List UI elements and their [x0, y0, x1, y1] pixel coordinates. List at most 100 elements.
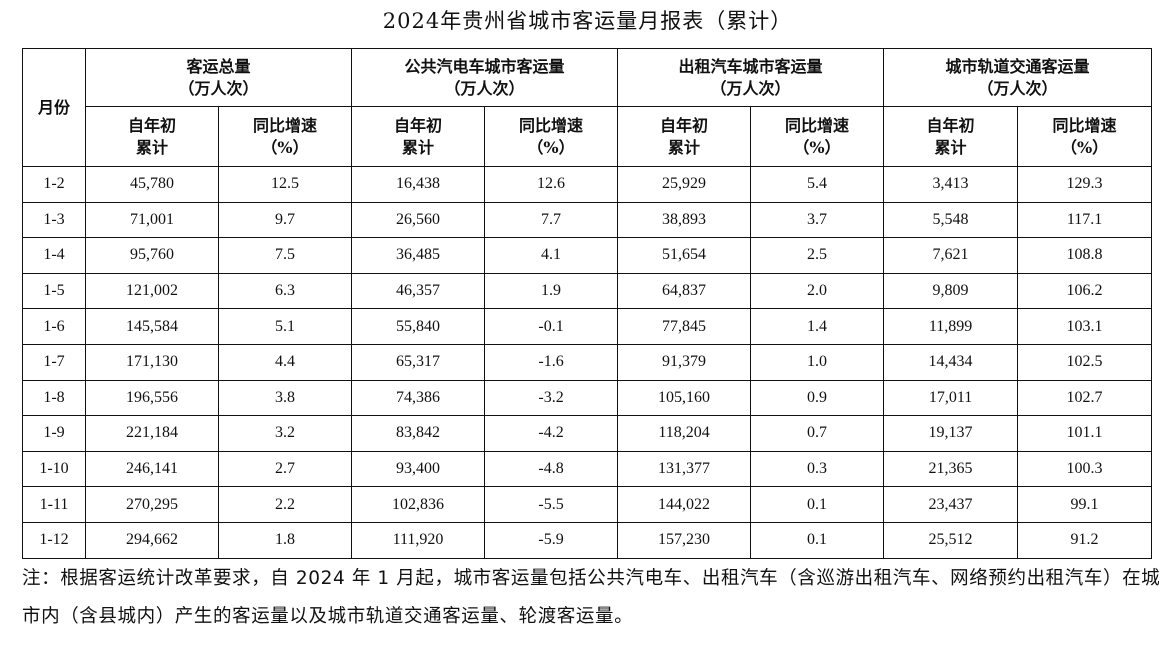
table-row: 1-7 171,130 4.4 65,317 -1.6 91,379 1.0 14,434 10…: [22, 343, 1153, 381]
report-title: 2024年贵州省城市客运量月报表（累计）: [382, 9, 793, 33]
sub-header-line: 累计: [934, 137, 967, 157]
cell-bus-cumulative: 26,560: [351, 201, 486, 239]
cell-rail-yoy: 108.8: [1017, 237, 1153, 274]
sub-header-cumulative: 自年初 累计: [85, 106, 219, 167]
sub-header-yoy: 同比增速 （%）: [1017, 106, 1153, 167]
sub-header-line: （%）: [527, 137, 575, 157]
cell-taxi-yoy: 0.7: [750, 415, 885, 452]
sub-header-line: 自年初: [394, 115, 443, 135]
cell-total-yoy: 7.5: [217, 237, 353, 274]
group-header-rail: 城市轨道交通客运量 （万人次）: [883, 48, 1153, 107]
cell-rail-yoy: 101.1: [1017, 415, 1153, 452]
table-row: 1-12 294,662 1.8 111,920 -5.9 157,230 0.1 25,51…: [22, 521, 1153, 559]
sub-header-yoy: 同比增速 （%）: [750, 106, 885, 167]
cell-month: 1-5: [22, 272, 86, 310]
cell-taxi-yoy: 0.9: [750, 379, 885, 417]
group-header-total: 客运总量 （万人次）: [84, 48, 353, 107]
sub-header-line: 累计: [135, 137, 168, 157]
cell-rail-cumulative: 14,434: [883, 343, 1019, 381]
cell-bus-yoy: -5.5: [484, 486, 619, 523]
sub-header-line: （%）: [1060, 137, 1109, 157]
cell-total-yoy: 1.8: [217, 521, 353, 559]
cell-total-cumulative: 221,184: [85, 415, 219, 452]
cell-bus-cumulative: 111,920: [351, 521, 486, 559]
table-row: 1-4 95,760 7.5 36,485 4.1 51,654 2.5 7,621 108.8: [22, 237, 1153, 274]
table-row: 1-9 221,184 3.2 83,842 -4.2 118,204 0.7 19,137 1…: [22, 415, 1153, 452]
cell-rail-yoy: 91.2: [1017, 521, 1153, 559]
cell-taxi-cumulative: 25,929: [617, 166, 752, 203]
cell-total-yoy: 4.4: [217, 343, 353, 381]
sub-header-line: 自年初: [926, 115, 975, 135]
group-header-label: 公共汽电车城市客运量: [404, 56, 565, 76]
sub-header-line: 累计: [402, 137, 435, 157]
cell-total-cumulative: 270,295: [85, 486, 219, 523]
cell-bus-yoy: 7.7: [484, 201, 619, 239]
cell-total-yoy: 3.2: [217, 415, 353, 452]
sub-header-cumulative: 自年初 累计: [351, 106, 486, 167]
group-header-unit: （万人次）: [178, 78, 259, 98]
cell-rail-yoy: 100.3: [1017, 450, 1153, 488]
cell-taxi-cumulative: 105,160: [617, 379, 752, 417]
cell-bus-yoy: 4.1: [484, 237, 619, 274]
group-header-unit: （万人次）: [710, 78, 791, 98]
sub-header-row: 自年初 累计 同比增速 （%） 自年初 累计 同比增速 （%） 自年初 累计 同比增速 （%…: [23, 106, 1153, 167]
cell-rail-cumulative: 9,809: [883, 272, 1019, 310]
group-header-label: 城市轨道交通客运量: [945, 56, 1090, 76]
cell-total-cumulative: 196,556: [85, 379, 219, 417]
cell-taxi-yoy: 1.0: [750, 343, 885, 381]
cell-month: 1-9: [22, 415, 86, 452]
cell-bus-yoy: -4.2: [484, 415, 619, 452]
cell-month: 1-10: [22, 450, 86, 488]
cell-taxi-yoy: 3.7: [750, 201, 885, 239]
cell-bus-cumulative: 74,386: [351, 379, 486, 417]
cell-total-yoy: 2.2: [217, 486, 353, 523]
cell-total-yoy: 2.7: [217, 450, 353, 488]
cell-bus-cumulative: 65,317: [351, 343, 486, 381]
sub-header-line: 同比增速: [1052, 115, 1117, 135]
cell-total-cumulative: 95,760: [85, 237, 219, 274]
cell-bus-yoy: -3.2: [484, 379, 619, 417]
cell-rail-yoy: 102.7: [1017, 379, 1153, 417]
cell-bus-yoy: -0.1: [484, 308, 619, 345]
cell-taxi-yoy: 5.4: [750, 166, 885, 203]
table-row: 1-5 121,002 6.3 46,357 1.9 64,837 2.0 9,809 106.…: [22, 272, 1153, 310]
cell-rail-yoy: 106.2: [1017, 272, 1153, 310]
cell-total-yoy: 9.7: [217, 201, 353, 239]
group-header-label: 出租汽车城市客运量: [678, 56, 823, 76]
monthly-report-table: 月份 客运总量 （万人次） 公共汽电车城市客运量 （万人次） 出租汽车城市客运量…: [22, 48, 1153, 559]
table-row: 1-8 196,556 3.8 74,386 -3.2 105,160 0.9 17,011 1…: [22, 379, 1153, 417]
cell-month: 1-6: [22, 308, 86, 345]
sub-header-line: （%）: [793, 137, 841, 157]
table-row: 1-6 145,584 5.1 55,840 -0.1 77,845 1.4 11,899 10…: [22, 308, 1153, 345]
sub-header-yoy: 同比增速 （%）: [484, 106, 619, 167]
table-row: 1-2 45,780 12.5 16,438 12.6 25,929 5.4 3,413 129…: [22, 166, 1153, 203]
cell-bus-cumulative: 16,438: [351, 166, 486, 203]
cell-taxi-cumulative: 64,837: [617, 272, 752, 310]
cell-rail-cumulative: 17,011: [883, 379, 1019, 417]
sub-header-line: 自年初: [660, 115, 709, 135]
cell-bus-yoy: 1.9: [484, 272, 619, 310]
cell-taxi-yoy: 0.1: [750, 486, 885, 523]
cell-total-yoy: 5.1: [217, 308, 353, 345]
sub-header-yoy: 同比增速 （%）: [217, 106, 353, 167]
cell-taxi-yoy: 0.1: [750, 521, 885, 559]
cell-month: 1-12: [22, 521, 86, 559]
cell-rail-cumulative: 21,365: [883, 450, 1019, 488]
cell-bus-cumulative: 93,400: [351, 450, 486, 488]
group-header-unit: （万人次）: [977, 78, 1058, 98]
table-row: 1-11 270,295 2.2 102,836 -5.5 144,022 0.1 23,43…: [22, 486, 1153, 523]
cell-month: 1-2: [22, 166, 86, 203]
sub-header-cumulative: 自年初 累计: [883, 106, 1019, 167]
cell-bus-yoy: -5.9: [484, 521, 619, 559]
cell-total-yoy: 3.8: [217, 379, 353, 417]
cell-taxi-cumulative: 157,230: [617, 521, 752, 559]
cell-bus-cumulative: 55,840: [351, 308, 486, 345]
sub-header-line: （%）: [261, 137, 309, 157]
cell-rail-yoy: 117.1: [1017, 201, 1153, 239]
cell-total-cumulative: 145,584: [85, 308, 219, 345]
cell-bus-cumulative: 83,842: [351, 415, 486, 452]
cell-rail-yoy: 129.3: [1017, 166, 1153, 203]
cell-bus-yoy: -4.8: [484, 450, 619, 488]
sub-header-cumulative: 自年初 累计: [617, 106, 752, 167]
sub-header-line: 自年初: [127, 115, 176, 135]
